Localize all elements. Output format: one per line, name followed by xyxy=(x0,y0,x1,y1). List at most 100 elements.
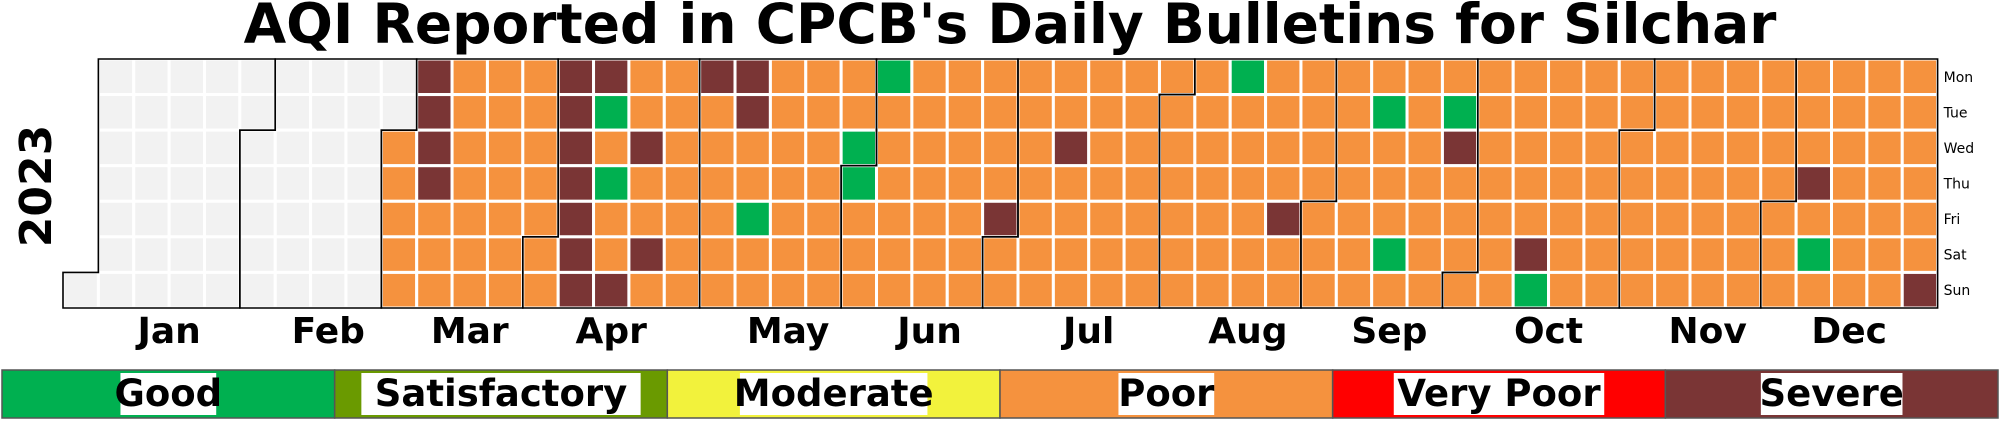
day-cell-2023-11-08 xyxy=(1653,128,1692,168)
day-cell-2023-11-04 xyxy=(1617,235,1657,274)
day-cell-2023-06-09 xyxy=(875,199,914,239)
day-cell-2023-01-07 xyxy=(96,235,136,274)
day-cell-2023-08-20 xyxy=(1228,270,1268,310)
day-cell-2023-02-07 xyxy=(273,93,313,132)
day-cell-2023-11-09 xyxy=(1653,164,1692,203)
day-cell-2023-05-07 xyxy=(698,270,737,310)
day-cell-2023-09-21 xyxy=(1405,164,1444,203)
day-cell-2023-04-13 xyxy=(592,164,631,203)
day-cell-2023-11-21 xyxy=(1723,93,1763,132)
day-cell-2023-01-06 xyxy=(96,199,136,239)
day-cell-2023-12-21 xyxy=(1865,164,1904,203)
month-label-jan: Jan xyxy=(134,311,200,352)
day-cell-2023-01-03 xyxy=(96,93,136,132)
day-cell-2023-08-22 xyxy=(1264,93,1303,132)
day-cell-2023-05-03 xyxy=(698,128,737,168)
day-cell-2023-01-02 xyxy=(96,57,136,97)
day-cell-2023-11-12 xyxy=(1653,270,1692,310)
month-label-aug: Aug xyxy=(1208,311,1287,352)
day-cell-2023-11-03 xyxy=(1617,199,1657,239)
day-cell-2023-09-13 xyxy=(1370,128,1409,168)
day-cell-2023-03-20 xyxy=(485,57,525,97)
day-cell-2023-07-22 xyxy=(1087,235,1126,274)
day-cell-2023-06-12 xyxy=(910,57,949,97)
day-cell-2023-01-23 xyxy=(202,57,242,97)
day-cell-2023-03-15 xyxy=(450,128,489,168)
day-cell-2023-10-24 xyxy=(1582,93,1621,132)
day-cell-2023-04-05 xyxy=(556,128,596,168)
month-label-dec: Dec xyxy=(1811,311,1887,352)
day-cell-2023-06-29 xyxy=(981,164,1020,203)
day-cell-2023-12-19 xyxy=(1865,93,1904,132)
day-cell-2023-02-16 xyxy=(309,164,348,203)
day-cell-2023-12-23 xyxy=(1865,235,1904,274)
day-cell-2023-04-25 xyxy=(662,93,702,132)
legend-label-bg xyxy=(120,373,217,415)
day-cell-2023-07-16 xyxy=(1051,270,1091,310)
weekday-label-thu: Thu xyxy=(1943,176,1970,192)
day-cell-2023-11-07 xyxy=(1653,93,1692,132)
day-cell-2023-10-23 xyxy=(1582,57,1621,97)
day-cell-2023-10-26 xyxy=(1582,164,1621,203)
day-cell-2023-12-29 xyxy=(1900,199,1940,239)
day-cell-2023-11-25 xyxy=(1723,235,1763,274)
day-cell-2023-10-20 xyxy=(1547,199,1586,239)
day-cell-2023-05-17 xyxy=(768,128,808,168)
day-cell-2023-10-15 xyxy=(1511,270,1551,310)
day-cell-2023-08-04 xyxy=(1157,199,1197,239)
day-cell-2023-07-10 xyxy=(1051,57,1091,97)
day-cell-2023-06-07 xyxy=(875,128,914,168)
day-cell-2023-05-28 xyxy=(804,270,843,310)
day-cell-2023-09-09 xyxy=(1334,235,1374,274)
day-cell-2023-08-02 xyxy=(1157,128,1197,168)
day-cell-2023-12-14 xyxy=(1830,164,1869,203)
day-cell-2023-05-21 xyxy=(768,270,808,310)
year-label: 2023 xyxy=(11,125,62,247)
day-cell-2023-10-01 xyxy=(1440,270,1480,310)
day-cell-2023-06-25 xyxy=(945,270,985,310)
day-cell-2023-12-16 xyxy=(1830,235,1869,274)
day-cell-2023-02-05 xyxy=(238,270,277,310)
day-cell-2023-01-29 xyxy=(202,270,242,310)
day-cell-2023-08-23 xyxy=(1264,128,1303,168)
day-cell-2023-03-19 xyxy=(450,270,489,310)
day-cell-2023-04-12 xyxy=(592,128,631,168)
day-cell-2023-11-19 xyxy=(1688,270,1727,310)
legend-label-very-poor: Very Poor xyxy=(1397,372,1601,415)
day-cell-2023-02-01 xyxy=(238,128,277,168)
day-cell-2023-01-11 xyxy=(132,128,171,168)
day-cell-2023-12-30 xyxy=(1900,235,1940,274)
day-cell-2023-02-11 xyxy=(273,235,313,274)
weekday-label-mon: Mon xyxy=(1944,70,1974,86)
day-cell-2023-10-22 xyxy=(1547,270,1586,310)
day-cell-2023-08-31 xyxy=(1299,164,1338,203)
day-cell-2023-05-26 xyxy=(804,199,843,239)
day-cell-2023-06-13 xyxy=(910,93,949,132)
day-cell-2023-09-27 xyxy=(1440,128,1480,168)
day-cell-2023-11-26 xyxy=(1723,270,1763,310)
day-cell-2023-02-20 xyxy=(344,57,383,97)
day-cell-2023-06-06 xyxy=(875,93,914,132)
month-label-apr: Apr xyxy=(576,311,648,352)
weekday-label-wed: Wed xyxy=(1944,141,1975,157)
day-cell-2023-01-26 xyxy=(202,164,242,203)
day-cell-2023-11-06 xyxy=(1653,57,1692,97)
day-cell-2023-09-15 xyxy=(1370,199,1409,239)
day-cell-2023-07-25 xyxy=(1122,93,1161,132)
month-label-feb: Feb xyxy=(292,311,365,352)
day-cell-2023-10-08 xyxy=(1476,270,1515,310)
day-cell-2023-06-28 xyxy=(981,128,1020,168)
day-cell-2023-07-27 xyxy=(1122,164,1161,203)
day-cell-2023-01-12 xyxy=(132,164,171,203)
day-cell-2023-12-20 xyxy=(1865,128,1904,168)
day-cell-2023-03-24 xyxy=(485,199,525,239)
day-cell-2023-09-25 xyxy=(1440,57,1480,97)
day-cell-2023-09-26 xyxy=(1440,93,1480,132)
day-cell-2023-12-12 xyxy=(1830,93,1869,132)
day-cell-2023-07-14 xyxy=(1051,199,1091,239)
day-cell-2023-05-13 xyxy=(733,235,772,274)
day-cell-2023-04-11 xyxy=(592,93,631,132)
day-cell-2023-03-12 xyxy=(415,270,454,310)
day-cell-2023-03-07 xyxy=(415,93,454,132)
